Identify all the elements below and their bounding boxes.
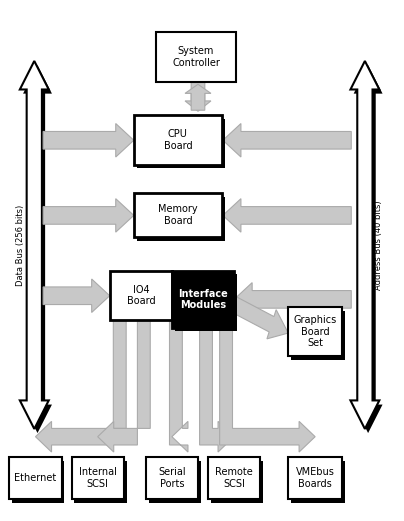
Polygon shape (185, 84, 211, 110)
FancyBboxPatch shape (110, 271, 172, 320)
FancyBboxPatch shape (208, 457, 260, 499)
FancyBboxPatch shape (149, 461, 201, 503)
Text: Interface
Modules: Interface Modules (178, 289, 228, 310)
Text: IO4
Board: IO4 Board (126, 284, 155, 306)
Polygon shape (23, 65, 52, 433)
Polygon shape (354, 65, 383, 433)
FancyBboxPatch shape (9, 457, 61, 499)
Text: VMEbus
Boards: VMEbus Boards (296, 467, 335, 489)
Polygon shape (36, 320, 126, 452)
Polygon shape (223, 199, 351, 232)
Polygon shape (170, 320, 188, 452)
Polygon shape (220, 320, 315, 452)
Polygon shape (350, 61, 379, 429)
FancyBboxPatch shape (291, 461, 345, 503)
FancyBboxPatch shape (137, 197, 225, 241)
Text: Data Bus (256 bits): Data Bus (256 bits) (16, 204, 25, 286)
Polygon shape (223, 123, 351, 157)
FancyBboxPatch shape (72, 457, 124, 499)
Polygon shape (43, 123, 134, 157)
Text: Memory
Board: Memory Board (158, 204, 198, 226)
FancyBboxPatch shape (211, 461, 263, 503)
Polygon shape (98, 320, 150, 452)
Text: Address Bus (40 bits): Address Bus (40 bits) (374, 200, 383, 290)
FancyBboxPatch shape (12, 461, 64, 503)
Text: Ethernet: Ethernet (15, 473, 57, 483)
Polygon shape (200, 320, 234, 452)
FancyBboxPatch shape (156, 32, 236, 82)
Text: Serial
Ports: Serial Ports (158, 467, 186, 489)
FancyBboxPatch shape (175, 275, 237, 331)
Polygon shape (43, 279, 110, 313)
FancyBboxPatch shape (288, 307, 343, 356)
FancyBboxPatch shape (137, 119, 225, 168)
Text: Graphics
Board
Set: Graphics Board Set (294, 315, 337, 349)
FancyBboxPatch shape (288, 457, 343, 499)
Text: Internal
SCSI: Internal SCSI (79, 467, 117, 489)
FancyBboxPatch shape (74, 461, 126, 503)
Polygon shape (231, 297, 288, 339)
Text: System
Controller: System Controller (172, 46, 220, 68)
Polygon shape (43, 199, 134, 232)
Polygon shape (20, 61, 49, 429)
FancyBboxPatch shape (134, 115, 222, 165)
Polygon shape (234, 282, 351, 316)
Text: Remote
SCSI: Remote SCSI (215, 467, 253, 489)
FancyBboxPatch shape (146, 457, 198, 499)
FancyBboxPatch shape (134, 193, 222, 237)
FancyBboxPatch shape (291, 311, 345, 360)
Polygon shape (185, 82, 211, 111)
FancyBboxPatch shape (172, 271, 234, 328)
Text: CPU
Board: CPU Board (164, 129, 192, 151)
